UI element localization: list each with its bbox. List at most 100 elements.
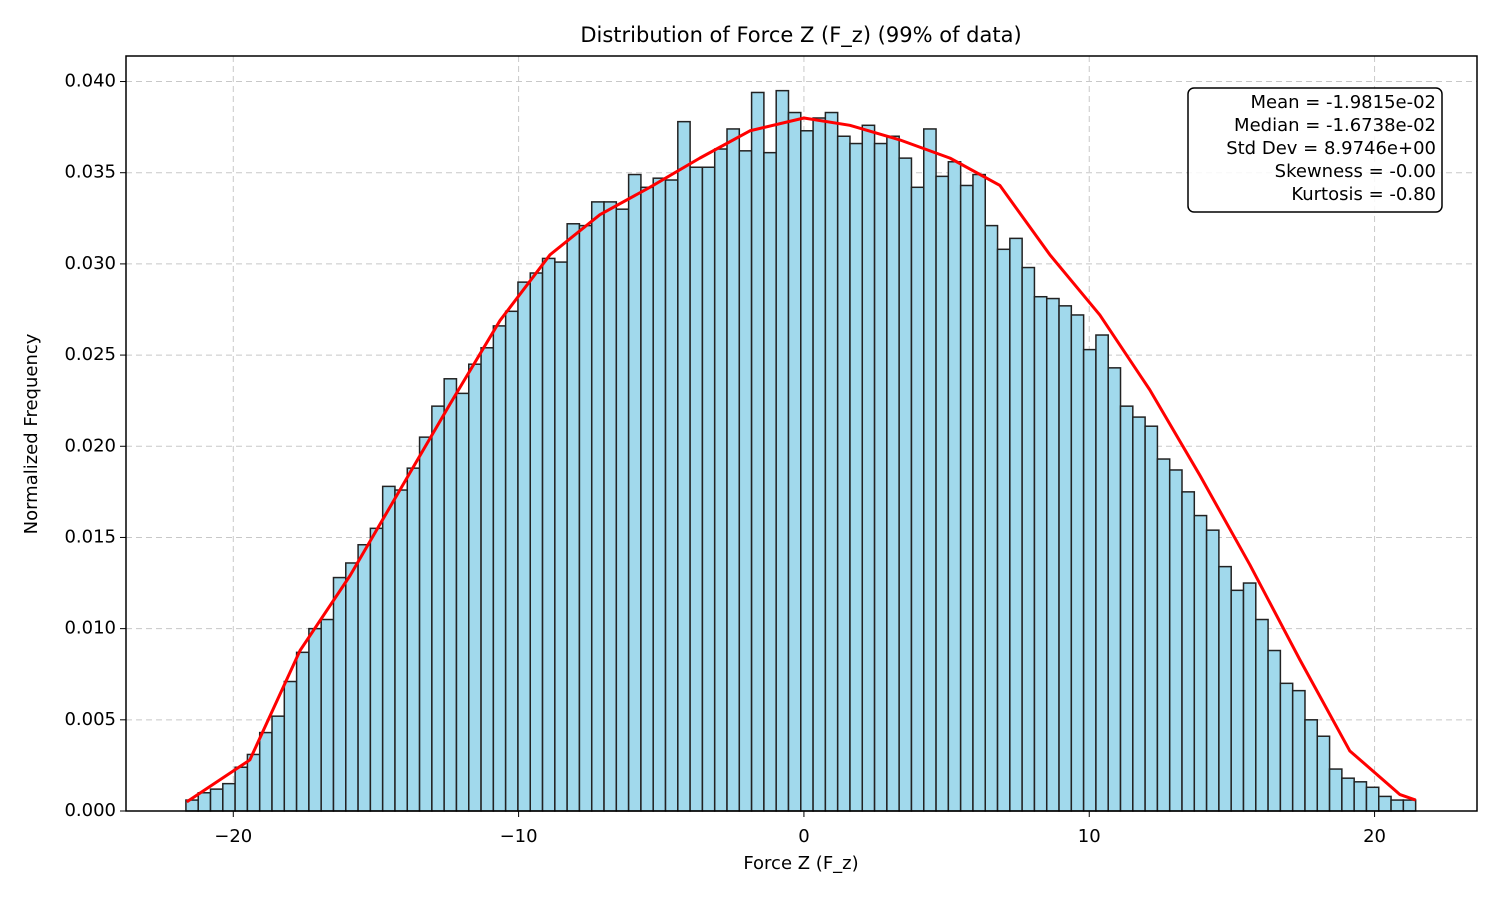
- bar: [1009, 237, 1023, 812]
- bar: [1242, 582, 1257, 812]
- bar: [652, 177, 667, 812]
- bar: [959, 184, 974, 812]
- bar: [234, 766, 249, 812]
- bar: [1107, 367, 1122, 812]
- bar: [541, 257, 556, 812]
- x-tick-label: 10: [1078, 826, 1101, 847]
- bar: [1291, 689, 1306, 812]
- bar: [1045, 297, 1060, 812]
- bar: [701, 166, 716, 812]
- bar: [578, 224, 593, 812]
- bar: [1132, 416, 1146, 812]
- stats-line: Std Dev = 8.9746e+00: [1226, 138, 1436, 159]
- stats-line: Kurtosis = -0.80: [1291, 184, 1436, 205]
- bar: [1193, 514, 1208, 812]
- bar: [861, 124, 876, 812]
- bar: [1156, 458, 1171, 812]
- bar: [394, 489, 409, 812]
- bar: [787, 111, 802, 812]
- bar: [910, 186, 925, 812]
- y-tick-label: 0.040: [64, 71, 116, 92]
- x-tick-label: 20: [1363, 826, 1386, 847]
- bar: [812, 117, 827, 812]
- bar: [320, 618, 335, 812]
- bar: [664, 179, 679, 812]
- y-tick-label: 0.035: [64, 162, 116, 183]
- bar: [615, 208, 630, 812]
- bar: [1058, 305, 1073, 812]
- stats-line: Skewness = -0.00: [1275, 161, 1436, 182]
- bar: [1218, 565, 1232, 812]
- bar: [492, 325, 507, 812]
- bar: [529, 272, 544, 812]
- bar: [357, 543, 372, 812]
- bar: [345, 562, 359, 812]
- bar: [947, 161, 962, 812]
- bar: [1181, 491, 1196, 812]
- bar: [209, 788, 224, 812]
- bar: [443, 378, 458, 812]
- y-tick-label: 0.030: [64, 253, 116, 274]
- bar: [836, 135, 851, 812]
- bar: [984, 224, 999, 812]
- bar: [800, 130, 814, 812]
- bar: [1267, 649, 1282, 812]
- bar: [1365, 786, 1380, 812]
- x-tick-label: 0: [798, 826, 809, 847]
- bar: [455, 392, 470, 812]
- bar: [1144, 425, 1159, 812]
- bar: [775, 89, 790, 812]
- bar: [1082, 348, 1097, 812]
- bar: [1095, 334, 1109, 812]
- bar: [923, 128, 937, 812]
- bar: [271, 715, 286, 812]
- bar: [996, 248, 1011, 812]
- stats-box-frame: [1187, 87, 1443, 213]
- bar: [689, 166, 704, 812]
- bar: [431, 405, 445, 812]
- bar: [197, 792, 212, 812]
- x-tick-label: −20: [214, 826, 252, 847]
- y-tick-label: 0.000: [64, 800, 116, 821]
- bar: [246, 753, 261, 812]
- bar: [1402, 799, 1417, 812]
- bar: [627, 173, 642, 812]
- bar: [468, 363, 482, 812]
- bar: [566, 223, 581, 812]
- bar: [1119, 405, 1134, 812]
- bar: [713, 148, 728, 812]
- bar: [898, 157, 913, 812]
- bar: [381, 485, 396, 812]
- bar: [1353, 781, 1368, 812]
- x-axis-label: Force Z (F_z): [743, 853, 858, 874]
- bar: [283, 680, 298, 812]
- bar: [677, 120, 691, 812]
- stats-line: Mean = -1.9815e-02: [1250, 92, 1436, 113]
- y-tick-label: 0.015: [64, 526, 116, 547]
- bar: [886, 135, 900, 812]
- y-tick-label: 0.020: [64, 435, 116, 456]
- bar: [1341, 777, 1355, 812]
- bar: [258, 731, 273, 812]
- bar: [849, 142, 864, 812]
- bar: [480, 347, 495, 812]
- bar: [332, 576, 347, 812]
- bar: [935, 175, 950, 812]
- y-tick-label: 0.010: [64, 618, 116, 639]
- bar: [517, 281, 531, 812]
- y-axis-label: Normalized Frequency: [21, 333, 42, 534]
- bar: [1304, 719, 1319, 812]
- bar: [750, 91, 765, 812]
- bar: [1378, 795, 1392, 812]
- bar: [369, 527, 384, 812]
- bar: [418, 436, 433, 812]
- bar: [726, 128, 741, 812]
- bar: [1205, 529, 1220, 812]
- bar: [1316, 735, 1331, 812]
- plot-frame: [125, 55, 1478, 812]
- bar: [1328, 768, 1343, 812]
- x-tick-label: −10: [500, 826, 538, 847]
- bar: [1168, 469, 1183, 812]
